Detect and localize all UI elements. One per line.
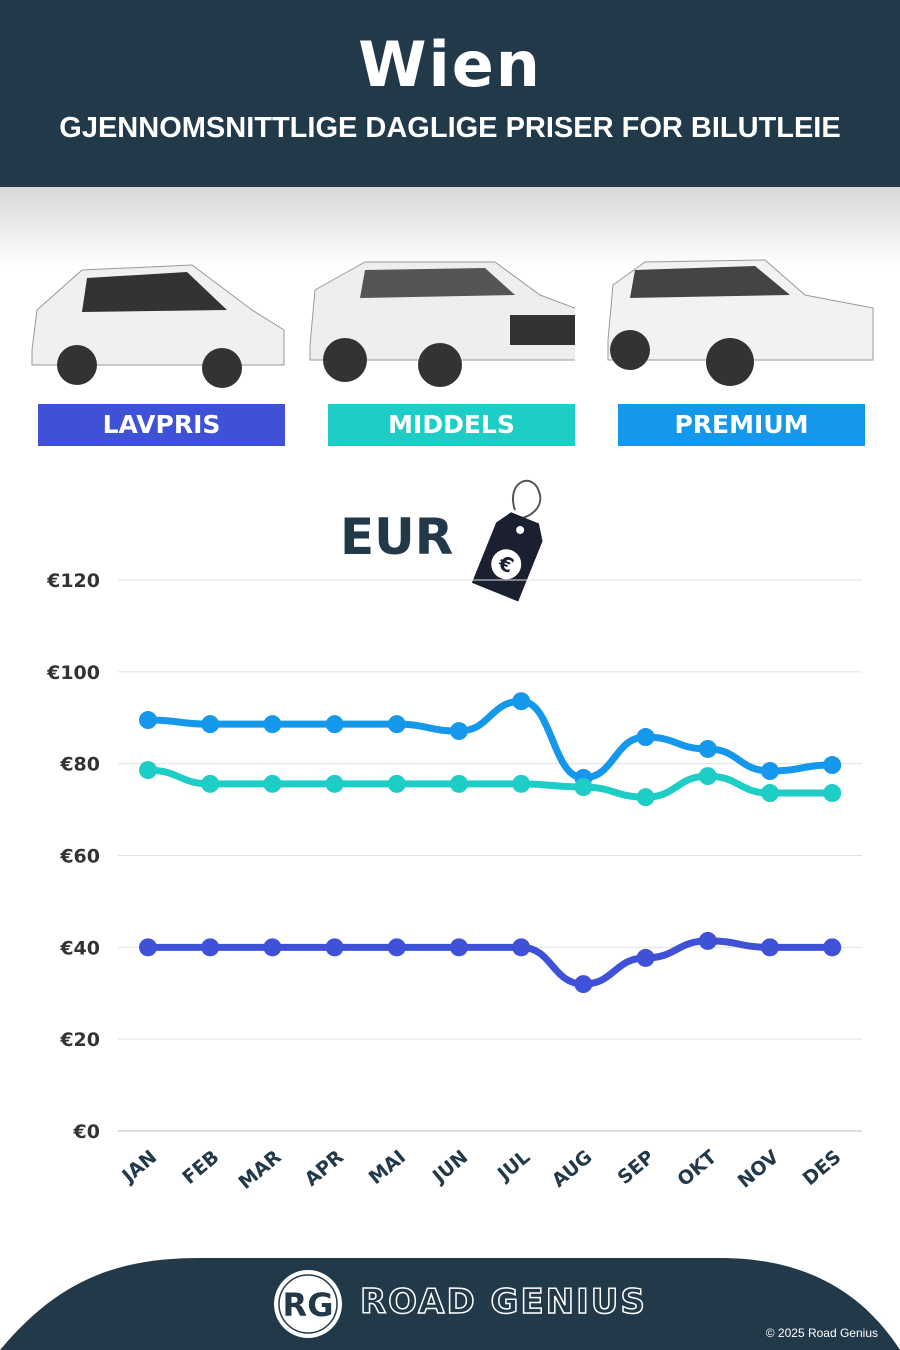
data-point-middels: [512, 774, 531, 793]
data-point-middels: [823, 784, 842, 803]
data-point-lavpris: [574, 975, 593, 994]
data-point-middels: [574, 778, 593, 797]
y-tick-label: €80: [59, 754, 100, 776]
x-tick-label: OKT: [673, 1146, 721, 1191]
header-shadow: [0, 187, 900, 267]
page-subtitle: GJENNOMSNITTLIGE DAGLIGE PRISER FOR BILU…: [59, 112, 841, 144]
data-point-lavpris: [512, 938, 531, 957]
data-point-lavpris: [450, 938, 468, 957]
svg-text:RG: RG: [283, 1286, 334, 1324]
header: Wien GJENNOMSNITTLIGE DAGLIGE PRISER FOR…: [0, 0, 900, 187]
premium-suv-image: [607, 259, 874, 386]
data-point-middels: [387, 774, 406, 793]
series-line-middels: [144, 766, 836, 801]
brand-name: ROAD GENIUS: [359, 1281, 647, 1323]
y-tick-label: €100: [46, 662, 100, 684]
data-point-middels: [325, 774, 344, 793]
data-point-middels: [450, 774, 468, 793]
data-point-middels: [636, 788, 655, 807]
x-tick-label: FEB: [178, 1146, 223, 1189]
series-line-premium: [144, 697, 836, 782]
data-point-premium: [201, 715, 220, 734]
y-tick-label: €60: [59, 846, 100, 868]
copyright: © 2025 Road Genius: [765, 1326, 878, 1340]
category-premium-label: PREMIUM: [618, 404, 865, 446]
x-tick-label: APR: [301, 1146, 349, 1191]
midsize-suv-image: [309, 261, 575, 387]
x-tick-label: MAI: [365, 1146, 410, 1189]
data-point-premium: [325, 715, 344, 734]
euro-price-tag-icon: €: [471, 479, 543, 602]
road-genius-logo: RG: [274, 1270, 342, 1338]
economy-car-image: [31, 264, 285, 388]
data-point-premium: [512, 692, 531, 711]
currency-label: EUR: [340, 508, 454, 566]
x-tick-label: MAR: [235, 1146, 286, 1194]
data-point-premium: [698, 739, 717, 758]
page-title: Wien: [358, 28, 542, 101]
data-point-lavpris: [325, 938, 344, 957]
data-point-lavpris: [823, 938, 842, 957]
category-lavpris-label: LAVPRIS: [38, 404, 285, 446]
y-tick-label: €0: [73, 1121, 100, 1143]
x-tick-label: DES: [799, 1146, 846, 1190]
data-point-premium: [263, 715, 282, 734]
data-point-middels: [139, 761, 157, 780]
data-point-middels: [201, 774, 220, 793]
data-point-lavpris: [636, 948, 655, 967]
category-middels-label: MIDDELS: [328, 404, 575, 446]
data-point-premium: [823, 756, 842, 775]
data-point-lavpris: [761, 938, 779, 957]
footer-band: [0, 1258, 900, 1350]
x-tick-label: AUG: [548, 1146, 597, 1192]
x-tick-label: SEP: [614, 1146, 659, 1189]
data-point-middels: [761, 784, 779, 803]
data-point-premium: [139, 711, 157, 730]
x-tick-label: JAN: [117, 1146, 162, 1188]
data-point-middels: [698, 767, 717, 786]
data-point-premium: [450, 722, 468, 741]
data-point-premium: [636, 728, 655, 747]
data-point-lavpris: [387, 938, 406, 957]
x-tick-label: JUL: [492, 1146, 534, 1186]
y-tick-label: €120: [46, 570, 100, 592]
data-point-premium: [387, 715, 406, 734]
data-point-lavpris: [698, 931, 717, 950]
y-tick-label: €40: [59, 937, 100, 959]
data-point-middels: [263, 774, 282, 793]
x-tick-label: NOV: [734, 1146, 784, 1193]
y-tick-label: €20: [59, 1029, 100, 1051]
line-chart: €0 €20 €40 €60 €80 €100 €120 JAN FEB MAR APR MAI JUN…: [46, 570, 862, 1194]
data-point-lavpris: [201, 938, 220, 957]
data-point-premium: [761, 762, 779, 781]
data-point-lavpris: [139, 938, 157, 957]
data-point-lavpris: [263, 938, 282, 957]
x-tick-label: JUN: [427, 1146, 472, 1189]
